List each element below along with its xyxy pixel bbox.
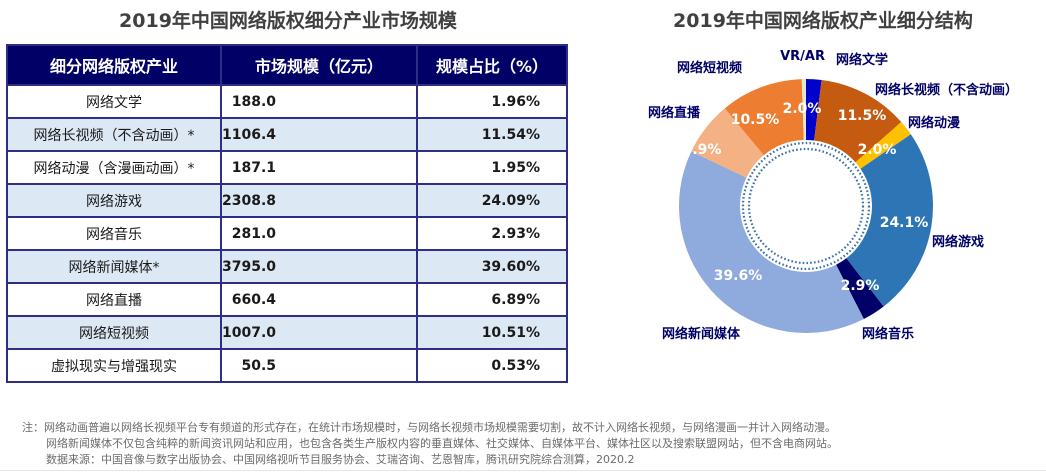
share-cell: 11.54% (416, 117, 567, 151)
donut-chart: 2.0% 11.5% 2.0% 24.1% 2.9% 39.6% 6.9% 10.5% 网络文… (648, 49, 1018, 342)
share-cell: 0.53% (416, 348, 567, 382)
segment-name-cell: 网络音乐 (6, 216, 221, 250)
segment-name-cell: 网络动漫（含漫画动画）* (6, 150, 221, 184)
segment-name-cell: 网络短视频 (6, 315, 221, 349)
market-size-cell: 3795.0 (219, 249, 418, 283)
segment-name-cell: 网络直播 (6, 282, 221, 316)
table-row: 网络动漫（含漫画动画）* 187.1 1.95% (6, 150, 567, 184)
segment-name-cell: 网络文学 (6, 84, 221, 118)
table-row: 网络直播 660.4 6.89% (6, 282, 567, 316)
table-row: 网络长视频（不含动画）* 1106.4 11.54% (6, 117, 567, 151)
segment-name-cell: 网络新闻媒体* (6, 249, 221, 283)
source-line: 数据来源：中国音像与数字出版协会、中国网络视听节目服务协会、艾瑞咨询、艺恩智库，… (46, 453, 635, 466)
header-market-size: 市场规模（亿元） (219, 45, 418, 85)
market-size-cell: 2308.8 (219, 183, 418, 217)
donut-slice (806, 79, 822, 141)
footnotes: 注：网络动画普遍以网络长视频平台专有频道的形式存在，在统计市场规模时，与网络长视… (22, 420, 838, 468)
market-size-cell: 660.4 (219, 282, 418, 316)
share-cell: 2.93% (416, 216, 567, 250)
inner-dotted-ring-inner (747, 147, 865, 265)
donut-slice (814, 79, 902, 163)
slice-value-label: 24.1% (880, 215, 929, 231)
donut-slice (855, 122, 911, 169)
share-cell: 24.09% (416, 183, 567, 217)
bottom-divider (0, 470, 1046, 471)
table-row: 网络游戏 2308.8 24.09% (6, 183, 567, 217)
slice-category-label: 网络动漫 (908, 115, 960, 131)
donut-slice (846, 134, 933, 307)
note-line-1: 注：网络动画普遍以网络长视频平台专有频道的形式存在，在统计市场规模时，与网络长视… (22, 421, 836, 434)
market-size-cell: 281.0 (219, 216, 418, 250)
slice-category-label: VR/AR (780, 49, 825, 64)
table-row: 网络新闻媒体* 3795.0 39.60% (6, 249, 567, 283)
chart-title: 2019年中国网络版权产业细分结构 (673, 10, 973, 32)
inner-dotted-ring-outer (741, 141, 871, 271)
segment-name-cell: 网络长视频（不含动画）* (6, 117, 221, 151)
slice-value-label: 2.0% (783, 101, 822, 117)
donut-slice (801, 79, 806, 141)
slice-category-label: 网络音乐 (862, 326, 914, 342)
slice-category-label: 网络游戏 (932, 234, 984, 250)
header-share: 规模占比（%） (416, 45, 567, 85)
slice-value-label: 2.9% (841, 278, 880, 294)
table-row: 网络短视频 1007.0 10.51% (6, 315, 567, 349)
slice-value-label: 2.0% (858, 142, 897, 158)
table-row: 网络文学 188.0 1.96% (6, 84, 567, 118)
table-row: 虚拟现实与增强现实 50.5 0.53% (6, 348, 567, 382)
header-segment: 细分网络版权产业 (6, 45, 221, 85)
slice-value-label: 10.5% (731, 112, 780, 128)
market-size-table: 细分网络版权产业 市场规模（亿元） 规模占比（%） 网络文学 188.0 1.96%… (6, 44, 568, 383)
share-cell: 1.95% (416, 150, 567, 184)
slice-category-label: 网络长视频（不含动画） (875, 82, 1018, 98)
slice-category-label: 网络新闻媒体 (662, 326, 741, 342)
donut-slice (691, 108, 764, 178)
table-row: 网络音乐 281.0 2.93% (6, 216, 567, 250)
segment-name-cell: 网络游戏 (6, 183, 221, 217)
market-size-cell: 50.5 (219, 348, 418, 382)
slice-value-label: 39.6% (714, 268, 763, 284)
share-cell: 1.96% (416, 84, 567, 118)
share-cell: 10.51% (416, 315, 567, 349)
donut-slice (724, 79, 804, 156)
share-cell: 39.60% (416, 249, 567, 283)
market-size-cell: 1007.0 (219, 315, 418, 349)
table-header-row: 细分网络版权产业 市场规模（亿元） 规模占比（%） (6, 45, 567, 85)
market-size-cell: 1106.4 (219, 117, 418, 151)
slice-value-label: 6.9% (683, 142, 722, 158)
share-cell: 6.89% (416, 282, 567, 316)
slice-category-label: 网络短视频 (677, 60, 742, 76)
market-size-cell: 188.0 (219, 84, 418, 118)
slice-category-label: 网络直播 (648, 105, 701, 121)
donut-slice (679, 151, 864, 333)
note-line-2: 网络新闻媒体不仅包含纯粹的新闻资讯网站和应用，也包含各类生产版权内容的垂直媒体、… (46, 437, 838, 450)
segment-name-cell: 虚拟现实与增强现实 (6, 348, 221, 382)
market-size-cell: 187.1 (219, 150, 418, 184)
slice-category-label: 网络文学 (836, 52, 888, 68)
slice-value-label: 11.5% (838, 108, 887, 124)
donut-slice (836, 258, 884, 320)
table-title: 2019年中国网络版权细分产业市场规模 (119, 10, 457, 32)
